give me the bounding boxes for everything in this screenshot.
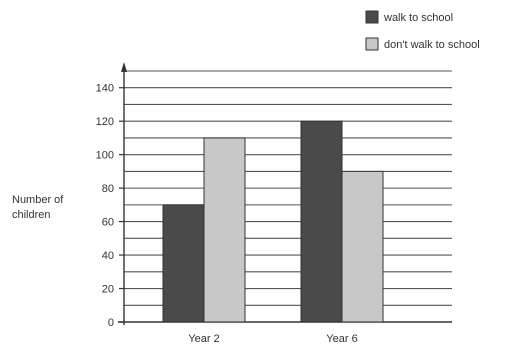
- y-tick-label: 60: [102, 217, 114, 229]
- legend-swatch: [365, 37, 379, 51]
- y-tick-label: 0: [108, 317, 114, 329]
- bar-walk-to-school-year-2: [162, 204, 205, 323]
- y-tick-label: 20: [102, 284, 114, 296]
- axes: [121, 62, 127, 325]
- y-axis-label-line-2: children: [12, 209, 51, 221]
- legend-label: don't walk to school: [384, 39, 480, 51]
- bars: [162, 120, 384, 323]
- legend: walk to school don't walk to school: [365, 10, 480, 51]
- y-tick-label: 40: [102, 250, 114, 262]
- x-tick-labels: Year 2 Year 6: [188, 333, 357, 345]
- x-tick-label: Year 6: [326, 333, 357, 345]
- y-tick-label: 140: [96, 83, 114, 95]
- y-axis-label: Number of children: [12, 194, 64, 221]
- y-tick-label: 80: [102, 183, 114, 195]
- y-tick-labels: 0 20 40 60 80 100 120 140: [96, 83, 124, 329]
- bar-walk-to-school-year-6: [300, 120, 343, 323]
- bar-dont-walk-to-school-year-2: [203, 137, 246, 323]
- y-axis-arrow: [121, 62, 127, 72]
- y-tick-label: 120: [96, 116, 114, 128]
- x-tick-label: Year 2: [188, 333, 219, 345]
- legend-swatch: [365, 10, 379, 24]
- y-tick-label: 100: [96, 150, 114, 162]
- y-axis-label-line-1: Number of: [12, 194, 64, 206]
- legend-label: walk to school: [383, 12, 453, 24]
- bar-dont-walk-to-school-year-6: [341, 170, 384, 323]
